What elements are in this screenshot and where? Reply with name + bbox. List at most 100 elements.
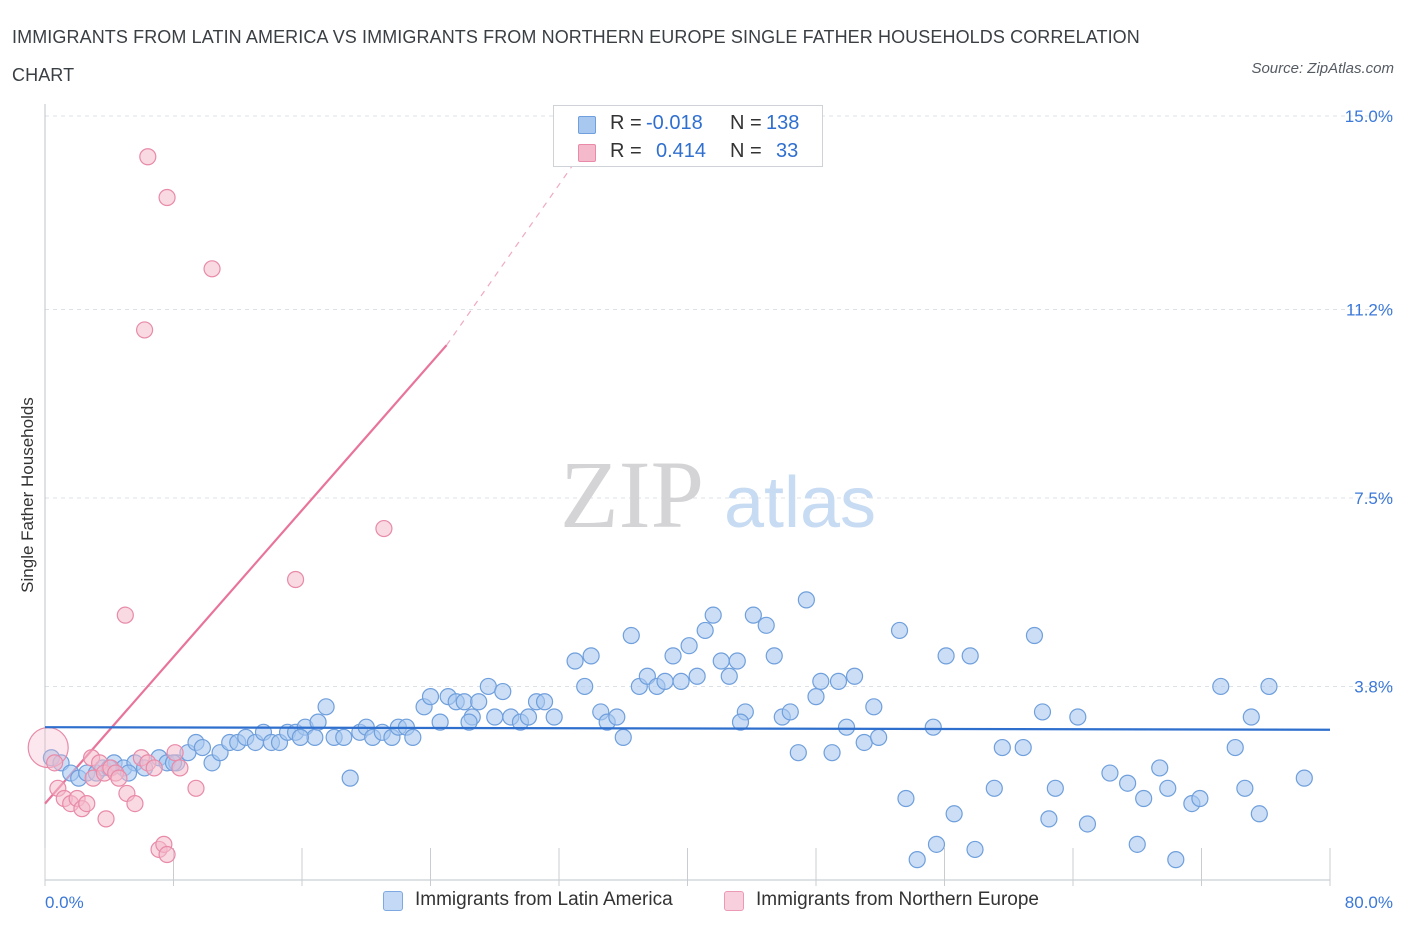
legend-r-label: R = <box>610 140 642 162</box>
latin-america-point <box>688 667 706 685</box>
latin-america-point <box>1151 759 1169 777</box>
latin-america-point <box>519 708 538 726</box>
latin-america-point <box>744 606 762 624</box>
latin-america-point <box>781 703 799 721</box>
northern-europe-points <box>27 148 393 864</box>
latin-america-point <box>341 769 359 787</box>
latin-america-point <box>455 693 473 711</box>
latin-america-point <box>1260 677 1278 696</box>
chart-title: IMMIGRANTS FROM LATIN AMERICA VS IMMIGRA… <box>12 27 1140 85</box>
latin-america-point <box>680 637 698 655</box>
latin-america-trend-line <box>44 726 1331 731</box>
latin-america-point <box>1135 789 1153 808</box>
latin-america-point <box>797 591 815 609</box>
latin-america-point <box>608 708 626 726</box>
latin-america-point <box>890 621 909 640</box>
latin-america-point <box>696 621 714 640</box>
latin-america-point <box>309 713 327 731</box>
latin-america-point <box>966 840 984 859</box>
latin-america-point <box>656 672 674 690</box>
latin-america-point <box>535 693 554 711</box>
grid-lines <box>45 115 1395 687</box>
blue-trend-line-group <box>44 726 1331 731</box>
latin-america-point <box>704 606 722 624</box>
latin-america-point <box>614 728 632 746</box>
watermark: ZIP atlas <box>560 441 876 548</box>
latin-america-point <box>1119 774 1137 792</box>
legend-swatch-blue <box>578 116 596 134</box>
latin-america-point <box>421 688 440 706</box>
northern-europe-point <box>135 321 154 339</box>
northern-europe-point <box>116 606 134 624</box>
northern-europe-point <box>139 148 157 166</box>
watermark-atlas: atlas <box>724 463 876 543</box>
northern-europe-point <box>126 794 144 813</box>
northern-europe-point <box>166 744 184 762</box>
latin-america-point <box>576 677 594 696</box>
latin-america-point <box>927 835 946 853</box>
legend-n-label: N = <box>730 140 762 162</box>
latin-america-point <box>961 647 979 665</box>
legend-n-value: 138 <box>766 112 800 134</box>
northern-europe-point <box>375 519 393 538</box>
latin-america-point <box>1295 769 1313 787</box>
northern-europe-point <box>46 754 64 772</box>
latin-america-point <box>712 652 730 670</box>
northern-europe-point <box>171 759 189 777</box>
latin-america-point <box>728 652 746 670</box>
latin-america-point <box>622 626 640 645</box>
source-credit: Source: ZipAtlas.com <box>1251 60 1394 77</box>
legend-n-label: N = <box>730 112 762 134</box>
latin-america-point <box>1040 810 1058 828</box>
latin-america-point <box>1101 764 1119 782</box>
latin-america-point <box>937 647 955 665</box>
northern-europe-point <box>78 794 96 813</box>
latin-america-point <box>1191 789 1209 808</box>
northern-europe-point <box>158 188 176 207</box>
tick-labels: 3.8% 7.5% 11.2% 15.0% 0.0% 80.0% <box>45 107 1393 912</box>
northern-europe-point <box>158 845 176 864</box>
northern-europe-point <box>145 759 163 777</box>
latin-america-point <box>720 667 738 685</box>
latin-america-point <box>865 698 883 716</box>
latin-america-point <box>897 789 915 808</box>
latin-america-point <box>837 718 856 736</box>
latin-america-point <box>908 851 926 869</box>
latin-america-points <box>42 591 1313 869</box>
northern-europe-point <box>110 769 128 787</box>
latin-america-point <box>494 682 512 701</box>
latin-america-point <box>460 713 478 731</box>
latin-america-point <box>1069 708 1087 726</box>
latin-america-point <box>731 713 750 731</box>
latin-america-point <box>470 693 488 711</box>
legend-r-value: 0.414 <box>656 140 707 162</box>
latin-america-point <box>1025 626 1044 645</box>
latin-america-point <box>924 718 942 736</box>
legend-r-value: -0.018 <box>646 112 703 134</box>
latin-america-point <box>317 698 335 716</box>
y-tick-label: 3.8% <box>1354 677 1393 696</box>
latin-america-point <box>1212 677 1230 696</box>
series-legend: Immigrants from Latin America Immigrants… <box>0 888 1406 918</box>
latin-america-point <box>829 672 848 690</box>
latin-america-point <box>1242 708 1260 726</box>
latin-america-point <box>486 708 504 726</box>
y-tick-label: 11.2% <box>1346 301 1393 320</box>
latin-america-point <box>1159 779 1177 797</box>
latin-america-point <box>566 652 584 670</box>
latin-america-point <box>1128 835 1146 853</box>
latin-america-point <box>812 672 830 690</box>
latin-america-point <box>1250 805 1268 823</box>
legend-label: Immigrants from Latin America <box>415 889 673 910</box>
latin-america-point <box>1226 738 1244 757</box>
stats-legend: R = -0.018 N = 138 R = 0.414 N = 33 <box>553 105 823 167</box>
latin-america-point <box>193 738 212 757</box>
x-tick-label: 80.0% <box>1345 893 1393 912</box>
latin-america-point <box>404 728 422 746</box>
latin-america-point <box>985 779 1003 797</box>
latin-america-point <box>479 677 497 696</box>
y-tick-label: 7.5% <box>1354 489 1393 508</box>
legend-swatch-pink <box>578 144 596 162</box>
latin-america-point <box>291 728 309 746</box>
